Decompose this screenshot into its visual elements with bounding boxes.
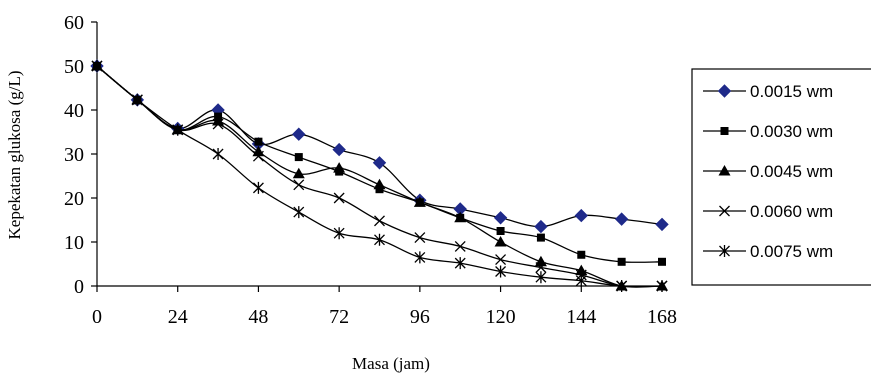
data-point xyxy=(252,150,264,162)
data-point xyxy=(414,232,426,244)
data-point xyxy=(212,118,224,130)
data-point xyxy=(535,271,547,284)
data-point xyxy=(494,236,507,247)
legend-label: 0.0075 wm xyxy=(750,242,833,261)
data-point xyxy=(333,162,346,173)
chart-legend: 0.0015 wm 0.0030 wm 0.0045 wm 0.0060 wm 0.00… xyxy=(691,68,871,286)
data-point xyxy=(616,280,628,292)
legend-marker xyxy=(720,127,729,135)
data-point xyxy=(495,254,507,266)
data-point xyxy=(91,60,103,72)
legend-item: 0.0030 wm xyxy=(703,122,833,141)
y-tick-label: 60 xyxy=(64,12,84,34)
data-point xyxy=(293,179,305,191)
x-tick-label: 96 xyxy=(410,306,430,328)
data-point xyxy=(293,206,305,219)
data-point xyxy=(614,212,629,226)
data-point xyxy=(577,250,586,259)
legend-label: 0.0060 wm xyxy=(750,202,833,221)
data-point xyxy=(658,257,666,266)
data-point xyxy=(493,211,508,225)
legend-item: 0.0060 wm xyxy=(703,202,833,221)
data-point xyxy=(374,233,385,246)
chart-series xyxy=(90,59,669,292)
data-point xyxy=(574,208,588,223)
data-point xyxy=(332,142,346,157)
x-tick-label: 24 xyxy=(168,306,188,328)
series-5 xyxy=(91,60,668,292)
x-tick-label: 0 xyxy=(92,306,102,328)
series-line xyxy=(96,65,663,228)
data-point xyxy=(372,156,387,170)
series-1 xyxy=(90,59,669,234)
data-point xyxy=(454,240,466,252)
data-point xyxy=(333,192,345,204)
y-tick-label: 50 xyxy=(64,56,84,78)
x-tick-label: 72 xyxy=(329,306,349,328)
data-point xyxy=(655,217,669,232)
legend-marker xyxy=(719,245,730,257)
x-axis-title: Masa (jam) xyxy=(352,354,430,373)
data-point xyxy=(534,255,547,267)
data-point xyxy=(536,233,545,242)
legend-marker xyxy=(718,165,731,176)
data-point xyxy=(535,262,547,273)
legend-item: 0.0075 wm xyxy=(703,242,833,261)
legend-item: 0.0045 wm xyxy=(703,162,833,181)
legend-label: 0.0015 wm xyxy=(750,82,833,101)
chart-axes: 0 10 20 30 40 50 60 0 24 48 72 96 120 144 168 xyxy=(64,12,677,328)
data-point xyxy=(333,227,345,240)
y-axis-title: Kepekatan glukosa (g/L) xyxy=(5,71,24,240)
data-point xyxy=(617,257,626,266)
data-point xyxy=(454,211,467,223)
y-tick-label: 10 xyxy=(64,232,84,254)
data-point xyxy=(575,274,587,287)
data-point xyxy=(414,251,426,264)
data-point xyxy=(413,196,426,207)
data-point xyxy=(374,215,385,227)
legend-marker xyxy=(717,84,732,98)
data-point xyxy=(252,181,264,194)
y-tick-label: 40 xyxy=(64,100,84,122)
data-point xyxy=(534,219,548,234)
data-point xyxy=(292,167,305,179)
y-tick-label: 0 xyxy=(74,276,84,298)
data-point xyxy=(454,257,466,270)
data-point xyxy=(212,148,224,160)
data-point xyxy=(373,178,386,190)
y-tick-label: 30 xyxy=(64,144,84,166)
data-point xyxy=(252,145,265,157)
data-point xyxy=(254,137,263,146)
data-point xyxy=(496,227,505,235)
x-tick-label: 144 xyxy=(566,306,596,328)
x-tick-label: 48 xyxy=(248,306,268,328)
data-point xyxy=(131,93,143,106)
data-point xyxy=(495,265,507,278)
y-tick-label: 20 xyxy=(64,188,84,210)
x-tick-label: 168 xyxy=(647,306,677,328)
legend-label: 0.0030 wm xyxy=(750,122,833,141)
legend-marker xyxy=(719,205,730,217)
legend-item: 0.0015 wm xyxy=(703,82,833,101)
data-point xyxy=(292,127,306,141)
data-point xyxy=(656,280,668,292)
x-tick-label: 120 xyxy=(486,306,516,328)
data-point xyxy=(294,153,303,162)
data-point xyxy=(172,123,184,136)
legend-label: 0.0045 wm xyxy=(750,162,833,181)
